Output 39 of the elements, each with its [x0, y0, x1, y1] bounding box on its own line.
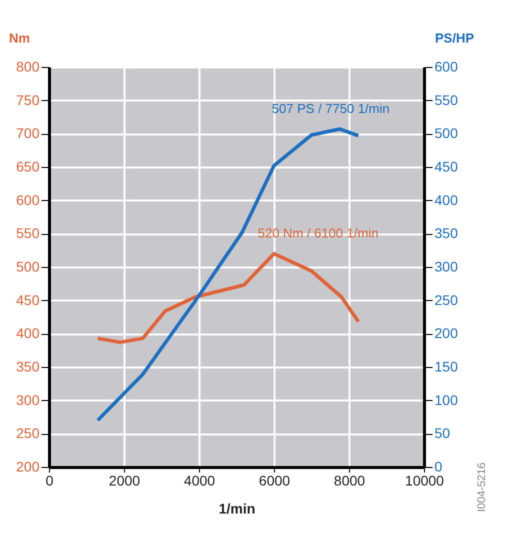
x-tick-label: 10000	[405, 472, 444, 488]
text: I004-5216	[476, 462, 488, 512]
y-axis-title: Nm	[9, 30, 30, 46]
y-tick-label: 300	[16, 392, 40, 408]
y-tick-label: 250	[16, 425, 40, 442]
y2-tick-label: 50	[434, 425, 450, 442]
y-tick-label: 500	[16, 258, 40, 274]
y2-axis-title: PS/HP	[434, 30, 474, 46]
y2-tick-label: 400	[434, 192, 458, 208]
annotation: 507 PS / 7750 1/min	[272, 101, 390, 116]
y2-tick-label: 300	[434, 258, 458, 274]
y-tick-label: 400	[16, 325, 40, 342]
y2-tick-label: 250	[434, 292, 458, 308]
y-tick-label: 700	[16, 125, 40, 142]
annotation: 520 Nm / 6100 1/min	[258, 226, 378, 241]
y2-tick-label: 550	[434, 92, 458, 108]
y2-tick-label: 450	[434, 158, 458, 174]
y2-tick-label: 600	[434, 58, 458, 74]
x-tick-label: 6000	[258, 472, 290, 488]
y-tick-label: 350	[16, 358, 40, 374]
x-tick-label: 4000	[184, 472, 216, 488]
y-tick-label: 450	[16, 292, 40, 308]
x-tick-label: 8000	[334, 472, 366, 488]
y2-tick-label: 350	[434, 225, 458, 242]
y2-tick-label: 100	[434, 392, 458, 408]
y-tick-label: 650	[16, 158, 40, 174]
x-axis-title: 1/min	[218, 500, 256, 516]
y-tick-label: 600	[16, 192, 40, 208]
y2-tick-label: 0	[434, 458, 442, 474]
y-tick-label: 750	[16, 92, 40, 108]
y-tick-label: 200	[16, 458, 40, 474]
y2-tick-label: 200	[434, 325, 458, 342]
y-tick-label: 800	[16, 58, 40, 74]
x-tick-label: 0	[46, 472, 54, 488]
x-tick-label: 2000	[108, 472, 140, 488]
y-tick-label: 550	[16, 225, 40, 242]
y2-tick-label: 150	[434, 358, 458, 374]
line-series	[96, 252, 360, 344]
y2-tick-label: 500	[434, 125, 458, 142]
